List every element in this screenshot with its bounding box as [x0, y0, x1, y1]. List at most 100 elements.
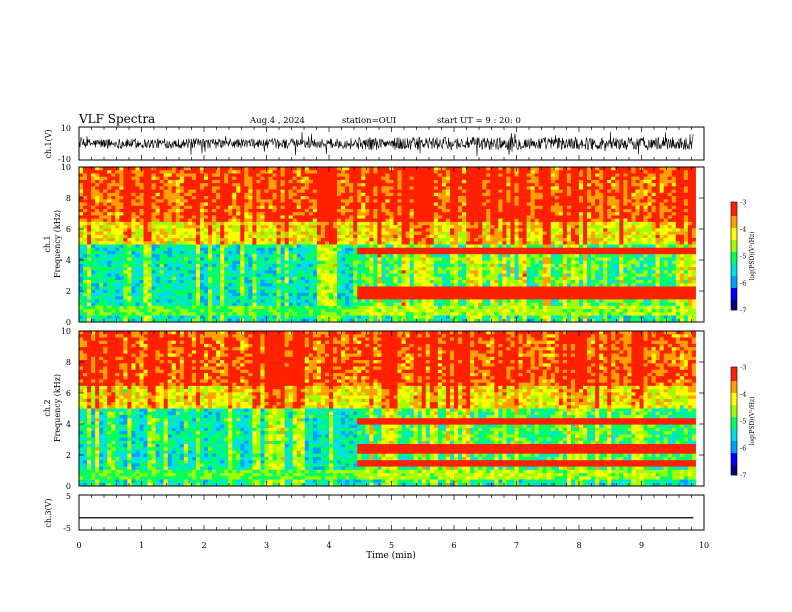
spectrogram-cell: [131, 231, 136, 236]
spectrogram-cell: [687, 244, 693, 249]
spectrogram-cell: [312, 212, 318, 216]
spectrogram-cell: [675, 196, 681, 200]
spectrogram-cell: [373, 234, 378, 239]
spectrogram-cell: [417, 234, 423, 239]
spectrogram-cell: [417, 215, 423, 219]
spectrogram-cell: [187, 179, 193, 184]
spectrogram-cell: [599, 179, 604, 184]
spectrogram-cell: [534, 247, 539, 252]
spectrogram-cell: [474, 176, 479, 181]
spectrogram-cell: [558, 241, 564, 245]
spectrogram-cell: [542, 221, 548, 226]
spectrogram-cell: [445, 257, 451, 261]
spectrogram-cell: [675, 186, 681, 190]
spectrogram-cell: [79, 176, 84, 181]
spectrogram-cell: [244, 215, 249, 219]
spectrogram-cell: [195, 257, 201, 261]
spectrogram-cell: [562, 167, 568, 171]
spectrogram-cell: [433, 244, 439, 249]
spectrogram-cell: [155, 221, 160, 226]
spectrogram-cell: [667, 186, 673, 190]
spectrogram-cell: [595, 231, 600, 236]
spectrogram-cell: [417, 238, 423, 242]
spectrogram-cell: [389, 183, 394, 187]
spectrogram-cell: [296, 257, 302, 261]
spectrogram-cell: [486, 260, 491, 265]
spectrogram-cell: [135, 199, 140, 203]
spectrogram-cell: [433, 202, 439, 207]
spectrogram-cell: [514, 225, 519, 229]
spectrogram-cell: [530, 208, 535, 213]
spectrogram-cell: [308, 179, 314, 184]
spectrogram-cell: [288, 267, 294, 271]
spectrogram-cell: [437, 170, 443, 174]
spectrogram-cell: [663, 221, 669, 226]
spectrogram-cell: [538, 199, 544, 203]
spectrogram-cell: [595, 244, 600, 249]
spectrogram-cell: [506, 205, 511, 210]
spectrogram-cell: [369, 199, 374, 203]
spectrogram-cell: [208, 260, 213, 265]
spectrogram-cell: [312, 228, 318, 232]
spectrogram-cell: [574, 199, 580, 203]
spectrogram-cell: [675, 183, 681, 187]
spectrogram-cell: [510, 199, 515, 203]
spectrogram-cell: [260, 254, 265, 258]
spectrogram-cell: [458, 263, 463, 268]
spectrogram-cell: [179, 212, 185, 216]
spectrogram-cell: [449, 183, 455, 187]
spectrogram-cell: [510, 215, 515, 219]
spectrogram-cell: [349, 186, 354, 190]
spectrogram-cell: [514, 189, 519, 194]
spectrogram-cell: [417, 250, 423, 255]
spectrogram-cell: [695, 260, 701, 265]
spectrogram-cell: [159, 267, 164, 271]
spectrogram-cell: [167, 244, 173, 249]
spectrogram-cell: [498, 257, 503, 261]
spectrogram-cell: [179, 244, 185, 249]
spectrogram-cell: [433, 215, 439, 219]
spectrogram-cell: [292, 238, 298, 242]
spectrogram-cell: [296, 199, 302, 203]
spectrogram-cell: [276, 179, 281, 184]
spectrogram-cell: [522, 205, 527, 210]
spectrogram-cell: [260, 212, 265, 216]
spectrogram-cell: [542, 173, 548, 177]
spectrogram-cell: [639, 199, 644, 203]
spectrogram-cell: [87, 247, 92, 252]
spectrogram-cell: [591, 257, 596, 261]
spectrogram-cell: [667, 189, 673, 194]
spectrogram-cell: [353, 228, 358, 232]
spectrogram-cell: [470, 225, 475, 229]
spectrogram-cell: [405, 231, 410, 236]
spectrogram-cell: [566, 215, 572, 219]
spectrogram-cell: [135, 218, 140, 223]
spectrogram-cell: [433, 167, 439, 171]
spectrogram-cell: [268, 170, 273, 174]
spectrogram-cell: [337, 238, 342, 242]
spectrogram-cell: [409, 199, 414, 203]
spectrogram-cell: [490, 221, 495, 226]
spectrogram-cell: [304, 244, 310, 249]
spectrogram-cell: [462, 231, 467, 236]
spectrogram-cell: [679, 205, 685, 210]
spectrogram-cell: [470, 192, 475, 197]
spectrogram-cell: [445, 218, 451, 223]
spectrogram-cell: [288, 170, 294, 174]
spectrogram-cell: [562, 218, 568, 223]
spectrogram-cell: [212, 225, 217, 229]
spectrogram-cell: [534, 179, 539, 184]
spectrogram-cell: [111, 228, 116, 232]
spectrogram-cell: [534, 170, 539, 174]
spectrogram-cell: [248, 167, 253, 171]
spectrogram-cell: [643, 196, 648, 200]
spectrogram-cell: [429, 176, 435, 181]
spectrogram-cell: [333, 205, 338, 210]
spectrogram-cell: [631, 225, 636, 229]
spectrogram-cell: [83, 189, 88, 194]
spectrogram-cell: [369, 179, 374, 184]
spectrogram-cell: [337, 225, 342, 229]
spectrogram-cell: [171, 199, 177, 203]
spectrogram-cell: [437, 215, 443, 219]
spectrogram-cell: [292, 170, 298, 174]
